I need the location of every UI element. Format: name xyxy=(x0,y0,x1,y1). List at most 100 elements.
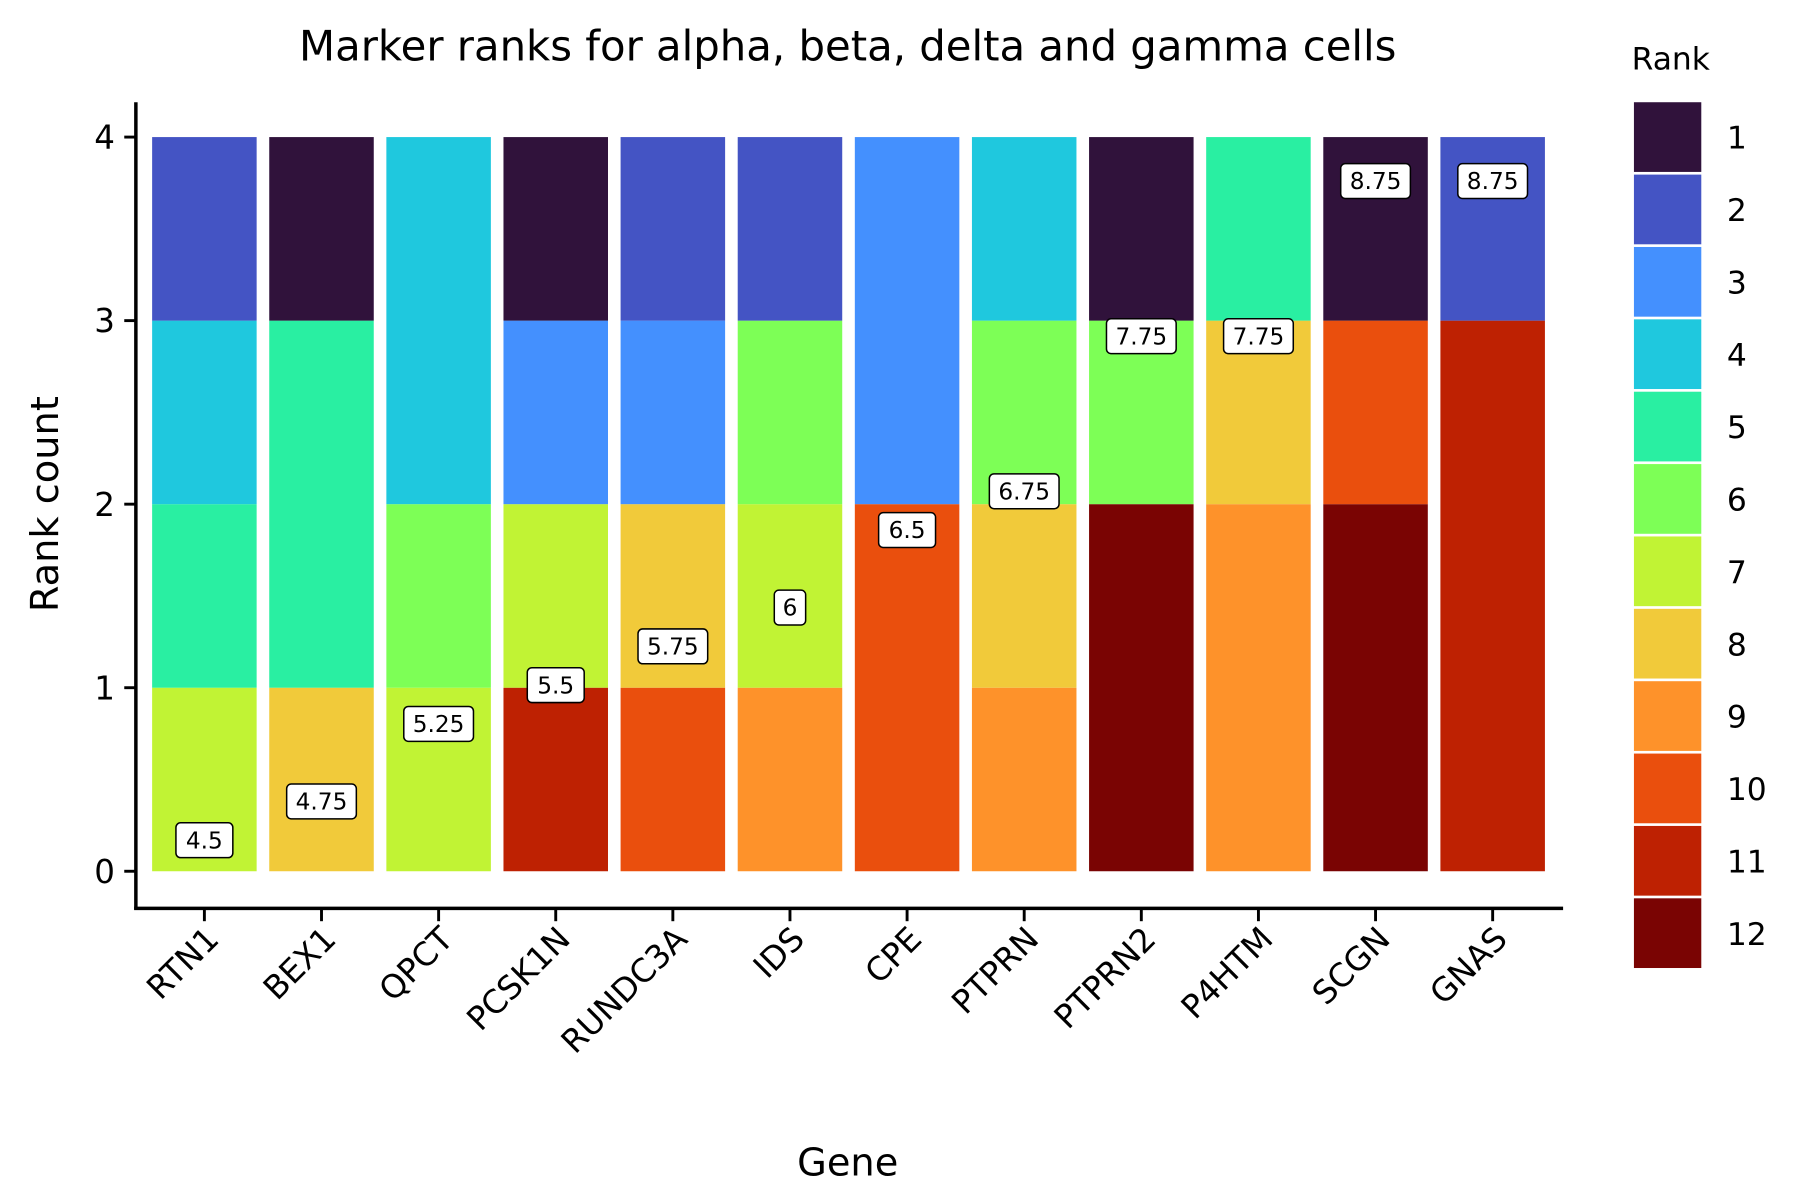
legend-title: Rank xyxy=(1632,42,1711,78)
x-tick-label-BEX1: BEX1 xyxy=(256,920,344,1008)
label-box xyxy=(175,822,234,859)
mean-label-IDS: 6 xyxy=(773,589,807,626)
x-tick-label-PTPRN: PTPRN xyxy=(944,920,1046,1022)
x-tick-label-CPE: CPE xyxy=(858,920,929,991)
bar-segment-RUNDC3A-rank-2 xyxy=(620,137,726,321)
y-tick-label: 4 xyxy=(94,119,115,157)
bar-segment-PCSK1N-rank-1 xyxy=(503,137,608,321)
bar-segment-PTPRN-rank-8 xyxy=(971,504,1077,688)
label-box xyxy=(526,666,585,704)
label-box xyxy=(637,628,709,665)
label-box xyxy=(1339,162,1412,200)
legend-label-7: 7 xyxy=(1727,555,1747,591)
x-tick-label-SCGN: SCGN xyxy=(1305,920,1398,1013)
y-ticks: 0 1 2 3 4 xyxy=(94,119,136,891)
bars xyxy=(152,137,1545,872)
label-text: 8.75 xyxy=(1467,168,1519,195)
label-box xyxy=(1222,317,1295,355)
legend-key-12 xyxy=(1633,898,1702,969)
mean-label-PCSK1N: 5.5 xyxy=(526,666,585,704)
bar-segment-IDS-rank-9 xyxy=(737,687,843,872)
bar-segment-PTPRN2-rank-12 xyxy=(1089,504,1194,872)
label-text: 5.25 xyxy=(413,711,465,738)
x-tick-label-QPCT: QPCT xyxy=(372,920,461,1009)
y-tick-label: 0 xyxy=(94,853,115,891)
bar-segment-PCSK1N-rank-7 xyxy=(503,504,608,688)
legend-key-5 xyxy=(1633,391,1702,462)
label-box xyxy=(1105,317,1177,355)
label-text: 5.5 xyxy=(537,672,574,699)
label-text: 4.75 xyxy=(296,789,348,816)
y-tick-label: 2 xyxy=(94,486,115,524)
legend-key-9 xyxy=(1633,681,1702,751)
bar-segment-BEX1-rank-1 xyxy=(269,137,374,321)
y-tick-label: 1 xyxy=(94,669,115,707)
bar-segment-RTN1-rank-2 xyxy=(152,137,257,321)
mean-label-GNAS: 8.75 xyxy=(1457,162,1529,200)
bar-segment-CPE-rank-10 xyxy=(854,504,960,872)
mean-label-PTPRN: 6.75 xyxy=(988,473,1060,510)
bar-segment-QPCT-rank-4 xyxy=(386,137,491,505)
bar-segment-RTN1-rank-5 xyxy=(152,504,257,688)
legend-label-3: 3 xyxy=(1727,265,1747,301)
bar-segment-GNAS-rank-11 xyxy=(1440,320,1545,872)
bar-segment-PTPRN-rank-9 xyxy=(971,687,1077,872)
mean-label-P4HTM: 7.75 xyxy=(1222,317,1295,355)
label-box xyxy=(285,783,358,820)
legend-label-10: 10 xyxy=(1727,772,1767,808)
label-box xyxy=(403,705,475,743)
bar-segment-RUNDC3A-rank-3 xyxy=(620,320,726,505)
legend-key-2 xyxy=(1633,174,1702,245)
legend-label-4: 4 xyxy=(1727,338,1747,374)
bar-segment-P4HTM-rank-5 xyxy=(1206,137,1311,321)
label-text: 6.75 xyxy=(998,478,1050,505)
bar-segment-P4HTM-rank-9 xyxy=(1206,504,1311,872)
mean-label-SCGN: 8.75 xyxy=(1339,162,1412,200)
mean-label-RUNDC3A: 5.75 xyxy=(637,628,709,665)
x-tick-label-RTN1: RTN1 xyxy=(139,920,226,1007)
legend-key-4 xyxy=(1633,319,1702,390)
bar-segment-PTPRN-rank-4 xyxy=(971,137,1077,321)
legend-label-1: 1 xyxy=(1727,121,1747,157)
mean-label-RTN1: 4.5 xyxy=(175,822,234,859)
x-tick-label-PCSK1N: PCSK1N xyxy=(459,920,577,1038)
legend-key-10 xyxy=(1633,753,1702,824)
mean-label-BEX1: 4.75 xyxy=(285,783,358,820)
mean-label-QPCT: 5.25 xyxy=(403,705,475,743)
mean-label-CPE: 6.5 xyxy=(877,511,937,549)
legend-label-8: 8 xyxy=(1727,627,1747,663)
legend-label-2: 2 xyxy=(1727,193,1747,229)
label-box xyxy=(773,589,807,626)
x-tick-label-P4HTM: P4HTM xyxy=(1174,920,1281,1027)
label-box xyxy=(1457,162,1529,200)
label-text: 4.5 xyxy=(186,827,223,854)
legend-key-8 xyxy=(1633,608,1702,679)
bar-segment-QPCT-rank-6 xyxy=(386,504,491,688)
legend-key-7 xyxy=(1633,536,1702,607)
bar-segment-BEX1-rank-8 xyxy=(269,687,374,872)
bar-segment-SCGN-rank-10 xyxy=(1323,320,1428,505)
bar-segment-IDS-rank-6 xyxy=(737,320,843,505)
legend-label-11: 11 xyxy=(1727,844,1767,880)
label-box xyxy=(877,511,937,549)
legend-label-12: 12 xyxy=(1727,917,1767,953)
legend-key-11 xyxy=(1633,825,1702,896)
label-text: 7.75 xyxy=(1115,323,1167,350)
label-text: 7.75 xyxy=(1233,323,1285,350)
x-tick-label-PTPRN2: PTPRN2 xyxy=(1047,920,1163,1036)
bar-segment-PCSK1N-rank-3 xyxy=(503,320,608,505)
bar-segment-BEX1-rank-5 xyxy=(269,320,374,688)
label-box xyxy=(988,473,1060,510)
label-text: 6 xyxy=(783,595,798,622)
bar-segment-PCSK1N-rank-11 xyxy=(503,687,608,872)
y-tick-label: 3 xyxy=(94,302,115,340)
legend-key-1 xyxy=(1633,102,1702,172)
bar-segment-RUNDC3A-rank-10 xyxy=(620,687,726,872)
x-axis-title: Gene xyxy=(797,1141,898,1186)
x-tick-label-RUNDC3A: RUNDC3A xyxy=(554,920,695,1061)
mean-labels: 4.5 4.75 5.25 5.5 5.75 6 6.5 6.75 7.75 7.75 8.75 8.… xyxy=(175,162,1529,859)
legend-label-9: 9 xyxy=(1727,700,1747,736)
